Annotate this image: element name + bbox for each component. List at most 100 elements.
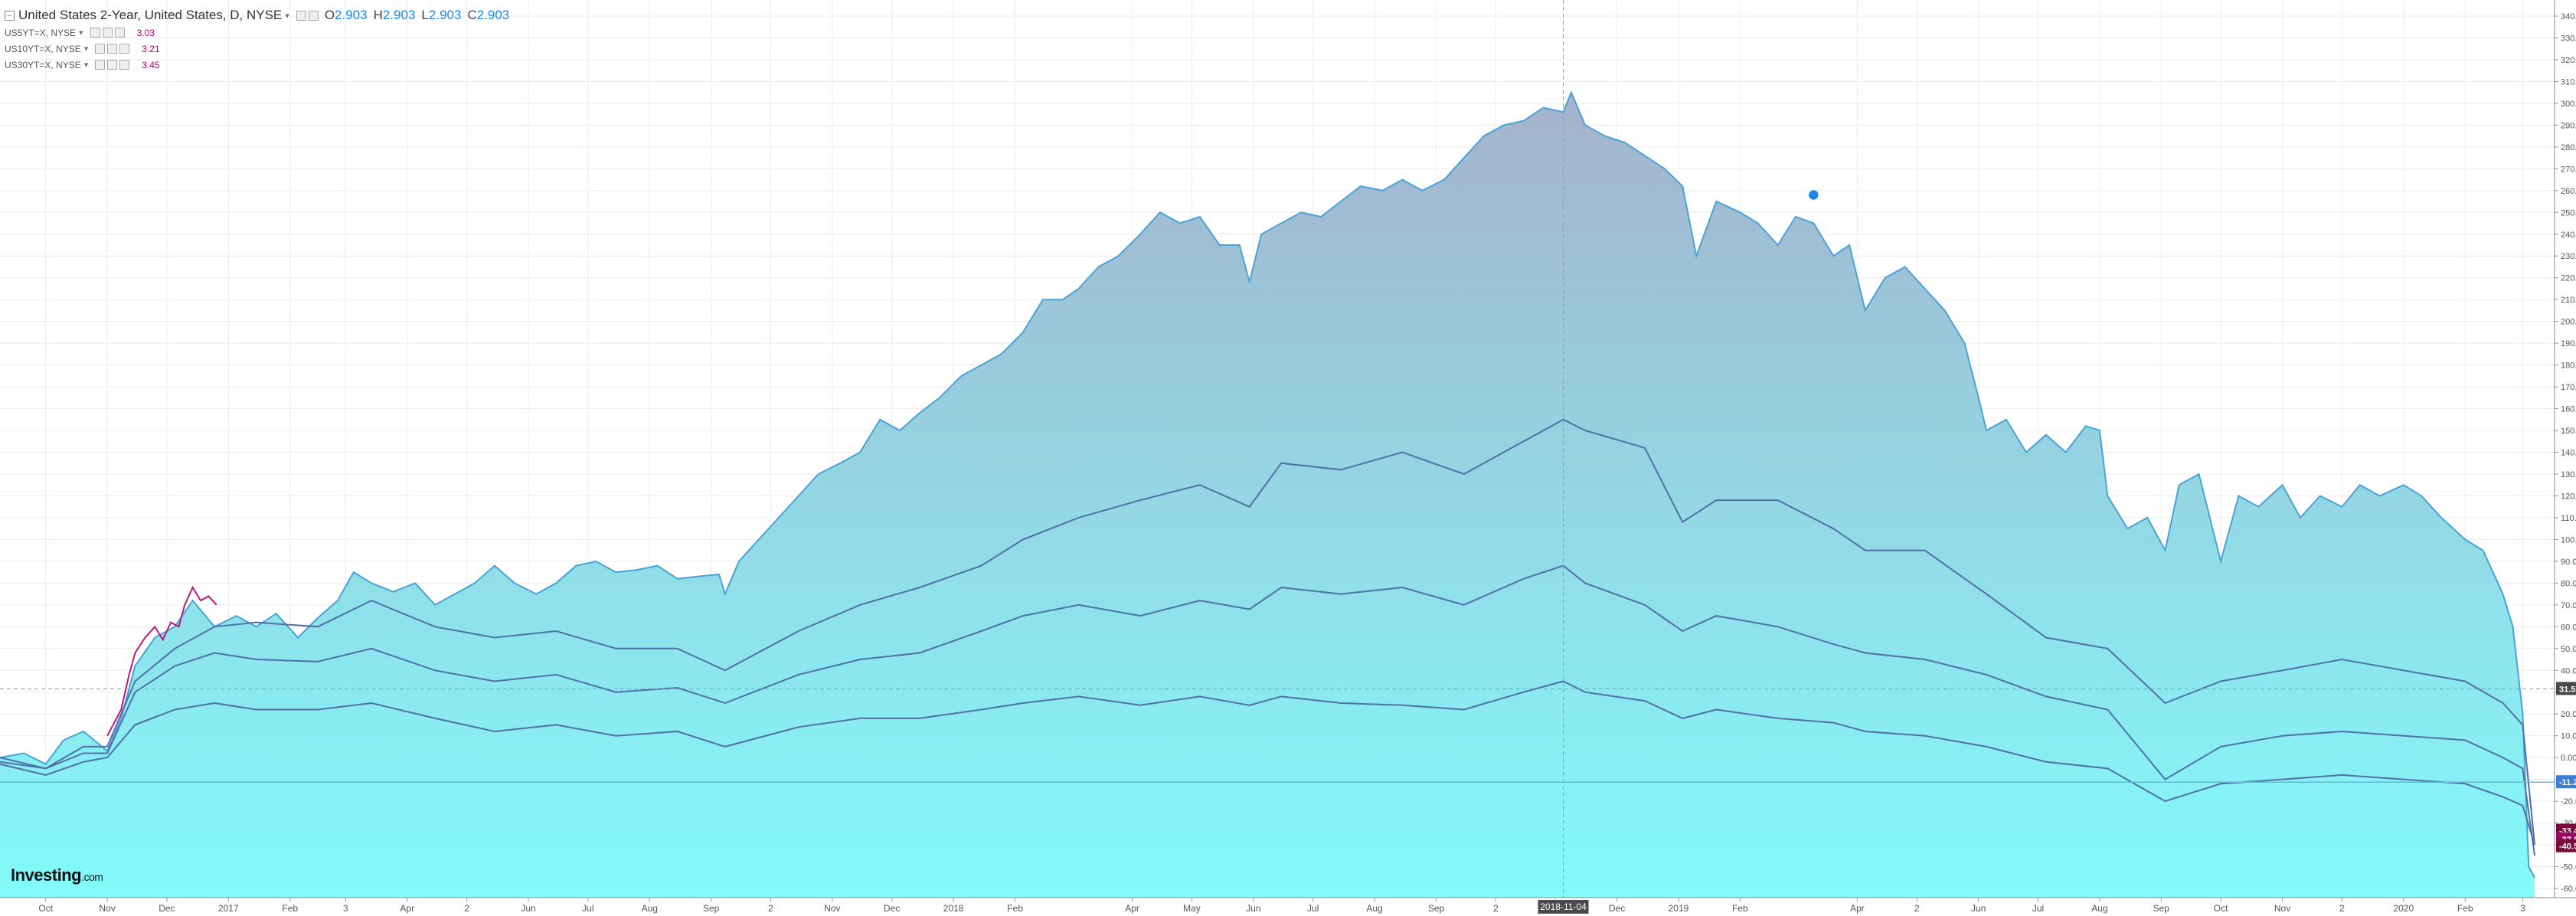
x-tick-label: Feb: [1732, 903, 1748, 914]
x-tick-label: Feb: [282, 903, 298, 914]
settings-box-icon[interactable]: [296, 10, 306, 21]
y-tick-label: 190.00%: [2561, 339, 2576, 348]
overlay-layer: [0, 0, 2555, 898]
y-axis[interactable]: -60.00%-50.00%-40.00%-30.00%-20.00%-10.0…: [2554, 0, 2576, 898]
us5y-series-line[interactable]: [0, 418, 2535, 846]
legend-main-row[interactable]: − United States 2-Year, United States, D…: [5, 6, 509, 25]
brand-name: Investing: [11, 865, 82, 885]
y-tick-label: 220.00%: [2561, 274, 2576, 283]
x-tick-label: 2020: [2393, 903, 2414, 914]
y-tick-label: 280.00%: [2561, 143, 2576, 152]
dropdown-arrow-icon[interactable]: ▾: [79, 28, 83, 38]
remove-box-icon[interactable]: [119, 60, 130, 70]
y-tick-label: 200.00%: [2561, 318, 2576, 327]
line-series-layer: [0, 418, 2535, 856]
x-tick-label: Aug: [1366, 903, 1382, 914]
ohlc-close-label: C: [467, 8, 477, 22]
legend-item-symbol: US30YT=X, NYSE: [5, 59, 81, 70]
x-tick-label: Nov: [2274, 903, 2290, 914]
x-tick-label: 2017: [218, 903, 239, 914]
x-tick-label: Dec: [159, 903, 175, 914]
ohlc-low-value: 2.903: [428, 8, 462, 22]
us10y-series-line[interactable]: [0, 564, 2535, 856]
value-badge: -11.26%: [2556, 775, 2576, 789]
settings-box-icon[interactable]: [90, 28, 100, 38]
y-tick-label: 240.00%: [2561, 231, 2576, 240]
y-tick-label: 250.00%: [2561, 208, 2576, 218]
y-tick-label: -60.00%: [2561, 885, 2576, 894]
x-tick-label: Sep: [1428, 903, 1445, 914]
value-badge: -40.59%: [2556, 839, 2576, 852]
y-tick-label: 160.00%: [2561, 405, 2576, 414]
y-tick-label: 300.00%: [2561, 100, 2576, 109]
investing-logo: Investing.com: [11, 865, 103, 885]
x-tick-label: 2: [464, 903, 469, 914]
us2y-area-line[interactable]: [0, 90, 2535, 878]
settings-box-icon[interactable]: [95, 60, 106, 70]
x-tick-label: May: [1183, 903, 1201, 914]
y-tick-label: 150.00%: [2561, 427, 2576, 436]
crosshair-date-label: 2018-11-04: [1540, 901, 1587, 912]
ohlc-open-label: O: [324, 8, 335, 22]
legend-item-us30y[interactable]: US30YT=X, NYSE ▾ 3.45: [5, 57, 509, 73]
y-tick-label: 340.00%: [2561, 12, 2576, 21]
x-tick-label: Oct: [38, 903, 53, 914]
hide-box-icon[interactable]: [308, 10, 319, 21]
us30y-series-line[interactable]: [0, 680, 2535, 846]
legend: − United States 2-Year, United States, D…: [5, 6, 509, 73]
x-tick-label: Dec: [1609, 903, 1625, 914]
ohlc-high-label: H: [373, 8, 383, 22]
x-axis[interactable]: Oct Nov Dec 2017 Feb 3 Apr 2 Jun Jul Aug Sep 2 Nov Dec…: [0, 897, 2576, 914]
settings-box-icon[interactable]: [95, 44, 106, 54]
x-tick-label: 2: [768, 903, 773, 914]
y-tick-label: 310.00%: [2561, 77, 2576, 87]
x-tick-label: Oct: [2214, 903, 2228, 914]
y-tick-label: 210.00%: [2561, 296, 2576, 305]
remove-box-icon[interactable]: [119, 44, 130, 54]
x-tick-label: Apr: [1125, 903, 1139, 914]
legend-item-us10y[interactable]: US10YT=X, NYSE ▾ 3.21: [5, 41, 509, 57]
y-tick-label: 90.00%: [2561, 558, 2576, 567]
value-badge-label: -40.59%: [2559, 842, 2576, 852]
dropdown-arrow-icon[interactable]: ▾: [83, 44, 89, 54]
y-tick-label: 130.00%: [2561, 470, 2576, 479]
y-tick-label: 270.00%: [2561, 165, 2576, 174]
x-tick-label: Jun: [521, 903, 535, 914]
x-tick-label: Jul: [2032, 903, 2044, 914]
hide-box-icon[interactable]: [102, 28, 113, 38]
x-tick-label: 3: [343, 903, 348, 914]
y-tick-label: -50.00%: [2561, 863, 2576, 872]
y-tick-label: 170.00%: [2561, 383, 2576, 392]
y-tick-label: 50.00%: [2561, 645, 2576, 654]
ohlc-open-value: 2.903: [335, 8, 368, 22]
y-tick-label: 100.00%: [2561, 535, 2576, 545]
y-tick-label: 110.00%: [2561, 514, 2576, 523]
hide-box-icon[interactable]: [107, 60, 118, 70]
hide-box-icon[interactable]: [107, 44, 118, 54]
legend-item-value: 3.21: [142, 43, 160, 54]
y-tick-label: 10.00%: [2561, 732, 2576, 741]
pink-series-line[interactable]: [106, 585, 217, 737]
y-tick-label: 230.00%: [2561, 252, 2576, 261]
dropdown-arrow-icon[interactable]: ▾: [285, 11, 289, 21]
y-tick-label: 330.00%: [2561, 34, 2576, 43]
legend-item-us5y[interactable]: US5YT=X, NYSE ▾ 3.03: [5, 25, 509, 41]
collapse-icon[interactable]: −: [5, 10, 15, 21]
x-tick-label: Sep: [2153, 903, 2170, 914]
remove-box-icon[interactable]: [114, 28, 125, 38]
x-tick-label: Jul: [1307, 903, 1319, 914]
legend-main-label: United States 2-Year, United States, D, …: [18, 8, 283, 22]
dropdown-arrow-icon[interactable]: ▾: [83, 61, 89, 70]
event-marker-icon[interactable]: [1807, 188, 1820, 201]
x-tick-label: Aug: [642, 903, 658, 914]
x-tick-label: Jun: [1971, 903, 1986, 914]
x-tick-label: Apr: [400, 903, 414, 914]
y-tick-label: 290.00%: [2561, 121, 2576, 130]
x-tick-label: Jul: [582, 903, 593, 914]
ohlc-low-label: L: [421, 8, 429, 22]
y-tick-label: 320.00%: [2561, 56, 2576, 65]
legend-item-symbol: US10YT=X, NYSE: [5, 43, 81, 54]
x-tick-label: 2: [1493, 903, 1499, 914]
